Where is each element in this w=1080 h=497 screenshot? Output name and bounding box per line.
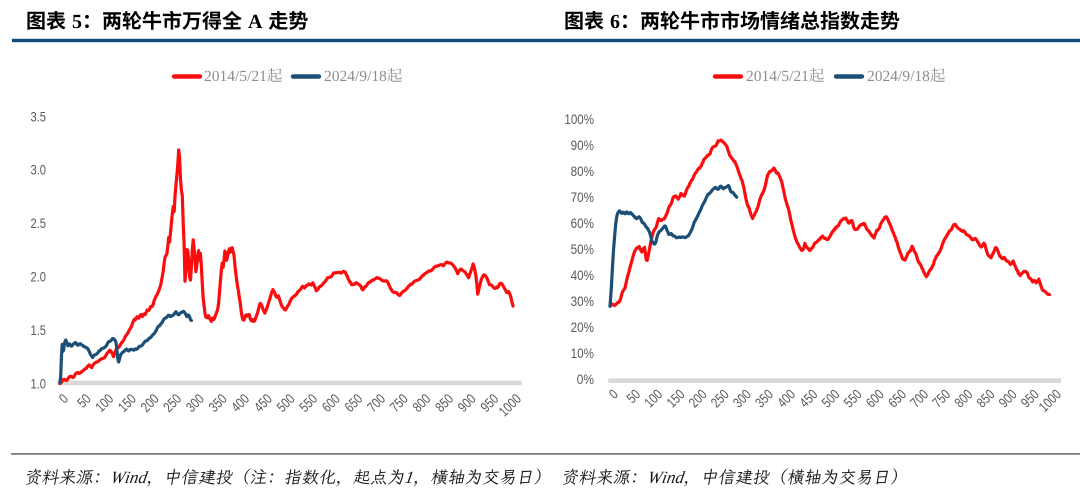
- svg-text:3.0: 3.0: [31, 162, 47, 178]
- svg-text:60%: 60%: [571, 215, 594, 231]
- svg-text:50%: 50%: [571, 241, 594, 257]
- svg-text:30%: 30%: [571, 293, 594, 309]
- svg-text:3.5: 3.5: [31, 108, 47, 124]
- svg-text:1.0: 1.0: [31, 375, 47, 391]
- svg-text:2.5: 2.5: [31, 215, 47, 231]
- svg-text:70%: 70%: [571, 189, 594, 205]
- svg-text:0%: 0%: [577, 371, 594, 387]
- svg-text:1.5: 1.5: [31, 322, 47, 338]
- svg-text:20%: 20%: [571, 319, 594, 335]
- svg-text:10%: 10%: [571, 345, 594, 361]
- svg-text:40%: 40%: [571, 267, 594, 283]
- svg-text:80%: 80%: [571, 163, 594, 179]
- svg-text:90%: 90%: [571, 137, 594, 153]
- svg-text:100%: 100%: [564, 111, 594, 127]
- svg-text:2.0: 2.0: [31, 269, 47, 285]
